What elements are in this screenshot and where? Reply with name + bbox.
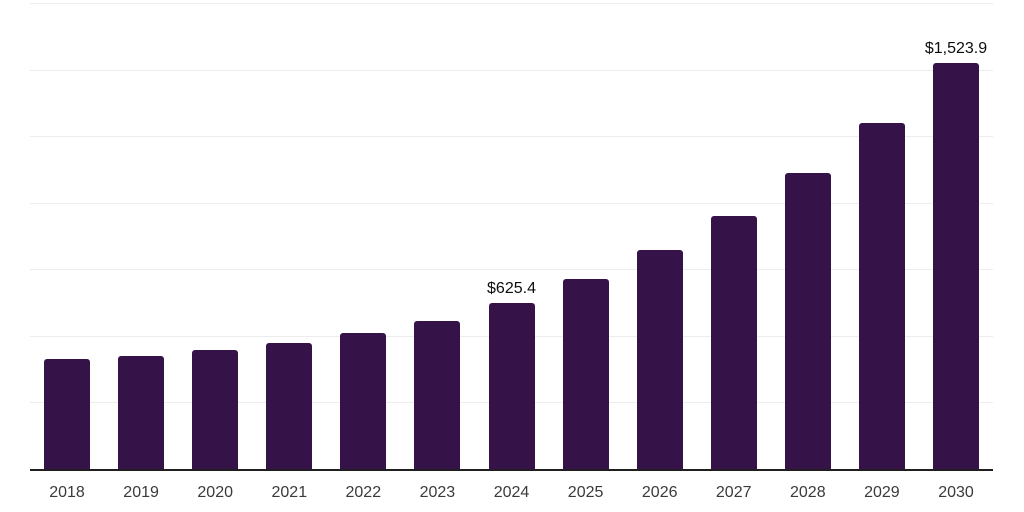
bar-2021 [266, 343, 313, 469]
gridline-750 [30, 269, 993, 271]
bar-2019 [118, 355, 165, 469]
x-tick-label-2025: 2025 [567, 484, 604, 501]
gridline-1750 [30, 3, 993, 4]
x-tick-label-2027: 2027 [715, 484, 752, 501]
bar-2026 [636, 249, 683, 469]
x-tick-label-2026: 2026 [641, 484, 678, 501]
bar-2029 [858, 123, 905, 469]
bar-2030 [933, 63, 979, 469]
x-axis: 2018 2019 2020 2021 2022 2023 2024 2025 2026 2027… [30, 471, 993, 512]
x-tick-label-2024: 2024 [493, 484, 530, 501]
gridline-1250 [30, 136, 993, 138]
bar-2023 [414, 320, 461, 469]
x-tick-label-2020: 2020 [197, 484, 233, 501]
bar-2027 [710, 216, 757, 469]
bar-value-label-2030: $1,523.9 [924, 40, 988, 58]
x-tick-label-2030: 2030 [938, 484, 974, 501]
x-tick-label-2029: 2029 [864, 484, 900, 501]
gridline-1500 [30, 69, 993, 71]
bar-2022 [340, 333, 387, 469]
x-tick-label-2019: 2019 [123, 484, 159, 501]
bar-2020 [192, 350, 239, 469]
bar-2024 [488, 302, 535, 469]
x-tick-label-2021: 2021 [271, 484, 308, 501]
x-tick-label-2018: 2018 [49, 484, 85, 501]
plot-area: $625.4 $1,523.9 [30, 3, 993, 471]
bar-value-label-2024: $625.4 [487, 279, 536, 297]
bar-2025 [562, 279, 609, 469]
bar-2018 [44, 358, 90, 469]
x-tick-label-2028: 2028 [790, 484, 826, 501]
x-tick-label-2022: 2022 [345, 484, 382, 501]
bar-2028 [784, 173, 831, 469]
gridline-1000 [30, 202, 993, 204]
x-tick-label-2023: 2023 [419, 484, 456, 501]
